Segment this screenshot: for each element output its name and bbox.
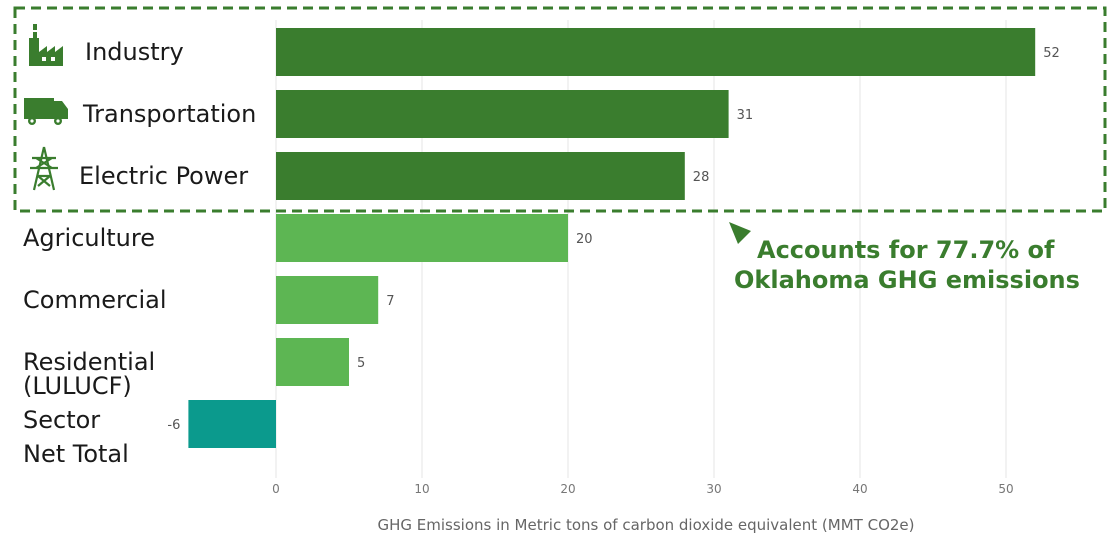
callout-arrow-icon <box>729 222 751 244</box>
bar <box>276 338 349 386</box>
transmission-tower-icon <box>30 146 58 191</box>
value-label: 5 <box>357 356 365 371</box>
x-tick-label: 0 <box>272 482 280 496</box>
value-label: 31 <box>737 108 754 123</box>
category-labels: Industry Transportation Electric Power Agri… <box>23 38 256 468</box>
bar <box>276 28 1036 76</box>
value-label: -6 <box>167 418 180 433</box>
x-tick-label: 50 <box>998 482 1013 496</box>
category-label: Electric Power <box>79 162 248 190</box>
category-label: Commercial <box>23 286 167 314</box>
bar <box>276 90 729 138</box>
callout-line-1: Accounts for 77.7% of <box>757 236 1055 264</box>
category-label: Transportation <box>82 100 256 128</box>
x-tick-label: 40 <box>852 482 867 496</box>
factory-icon <box>29 24 63 66</box>
category-label: Agriculture <box>23 224 155 252</box>
category-label: (LULUCF) <box>23 372 132 400</box>
bars <box>188 28 1036 448</box>
value-label: 52 <box>1043 46 1060 61</box>
value-label: 20 <box>576 232 593 247</box>
callout-line-2: Oklahoma GHG emissions <box>734 266 1080 294</box>
value-label: 7 <box>386 294 394 309</box>
bar <box>276 276 379 324</box>
category-label: Residential <box>23 348 155 376</box>
bar <box>276 214 568 262</box>
highlight-box <box>13 6 1107 213</box>
category-label: Industry <box>85 38 184 66</box>
value-label: 28 <box>693 170 710 185</box>
truck-icon <box>24 98 68 125</box>
category-label: Net Total <box>23 440 129 468</box>
bar <box>276 152 685 200</box>
category-label: Sector <box>23 406 100 434</box>
value-labels: 52 31 28 20 7 5 -6 <box>167 46 1059 433</box>
x-tick-label: 20 <box>560 482 575 496</box>
x-axis-ticks: 0 10 20 30 40 50 <box>272 482 1013 496</box>
x-tick-label: 30 <box>706 482 721 496</box>
category-icons <box>24 24 68 191</box>
bar <box>188 400 276 448</box>
x-axis-title: GHG Emissions in Metric tons of carbon d… <box>378 516 915 534</box>
x-tick-label: 10 <box>414 482 429 496</box>
